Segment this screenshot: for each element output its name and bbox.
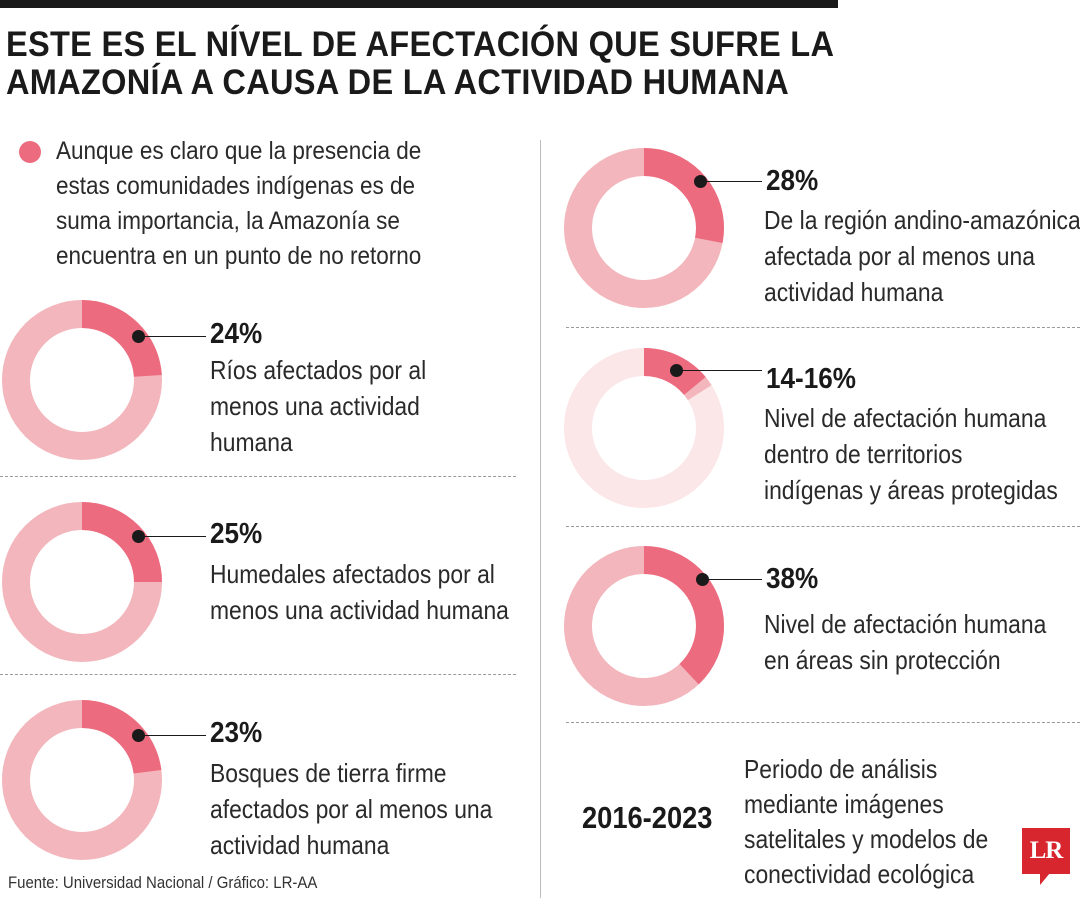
leader-dot <box>670 364 683 377</box>
leader-line <box>138 735 206 736</box>
donut-value-segment <box>2 700 162 860</box>
donut-value-segment <box>2 502 162 662</box>
item-description: Nivel de afectación humana en áreas sin … <box>764 609 1047 675</box>
source-credit: Fuente: Universidad Nacional / Gráfico: … <box>8 873 318 892</box>
item-description: Bosques de tierra firme afectados por al… <box>210 758 493 860</box>
lr-logo-tail <box>1040 873 1050 885</box>
donut-chart-humedales <box>2 502 162 662</box>
lr-logo-text: LR <box>1029 837 1064 864</box>
leader-line <box>700 181 762 182</box>
row-divider-right-3 <box>566 722 1080 723</box>
item-description: Humedales afectados por al menos una act… <box>210 559 509 625</box>
leader-dot <box>132 330 145 343</box>
leader-dot <box>132 530 145 543</box>
percentage-label: 14-16% <box>766 363 856 395</box>
title-line-1: ESTE ES EL NÍVEL DE AFECTACIÓN QUE SUFRE… <box>6 25 835 64</box>
period-description: Periodo de análisis mediante imágenes sa… <box>744 754 989 889</box>
leader-dot <box>694 175 707 188</box>
row-divider-left-2 <box>0 674 516 675</box>
leader-dot <box>696 573 709 586</box>
donut-value-segment <box>564 348 724 508</box>
donut-chart-territorios-indigenas <box>564 348 724 508</box>
intro-text: Aunque es claro que la presencia de esta… <box>56 137 422 270</box>
item-description: Ríos afectados por al menos una activida… <box>210 355 427 457</box>
lr-logo: LR <box>1022 828 1070 874</box>
leader-dot <box>132 729 145 742</box>
item-description: Nivel de afectación humana dentro de ter… <box>764 403 1058 505</box>
percentage-label: 23% <box>210 717 263 749</box>
donut-value-segment <box>564 546 724 706</box>
donut-chart-rios <box>2 300 162 460</box>
leader-line <box>138 336 206 337</box>
donut-value-segment <box>2 300 162 460</box>
row-divider-left-1 <box>0 476 516 477</box>
title-line-2: AMAZONÍA A CAUSA DE LA ACTIVIDAD HUMANA <box>6 63 790 102</box>
percentage-label: 24% <box>210 318 263 350</box>
percentage-label: 25% <box>210 518 263 550</box>
top-rule <box>0 0 838 8</box>
donut-chart-areas-sin-proteccion <box>564 546 724 706</box>
donut-chart-bosques <box>2 700 162 860</box>
row-divider-right-1 <box>566 327 1080 328</box>
donut-chart-andino-amazonica <box>564 148 724 308</box>
percentage-label: 38% <box>766 563 819 595</box>
donut-value-segment <box>564 148 724 308</box>
period-years: 2016-2023 <box>582 800 713 835</box>
leader-line <box>676 370 762 371</box>
leader-line <box>702 579 762 580</box>
bullet-dot-icon <box>19 141 41 163</box>
column-divider <box>540 140 541 898</box>
item-description: De la región andino-amazónica afectada p… <box>764 205 1080 307</box>
percentage-label: 28% <box>766 165 819 197</box>
row-divider-right-2 <box>566 526 1080 527</box>
leader-line <box>138 536 206 537</box>
page-title: ESTE ES EL NÍVEL DE AFECTACIÓN QUE SUFRE… <box>6 26 843 102</box>
